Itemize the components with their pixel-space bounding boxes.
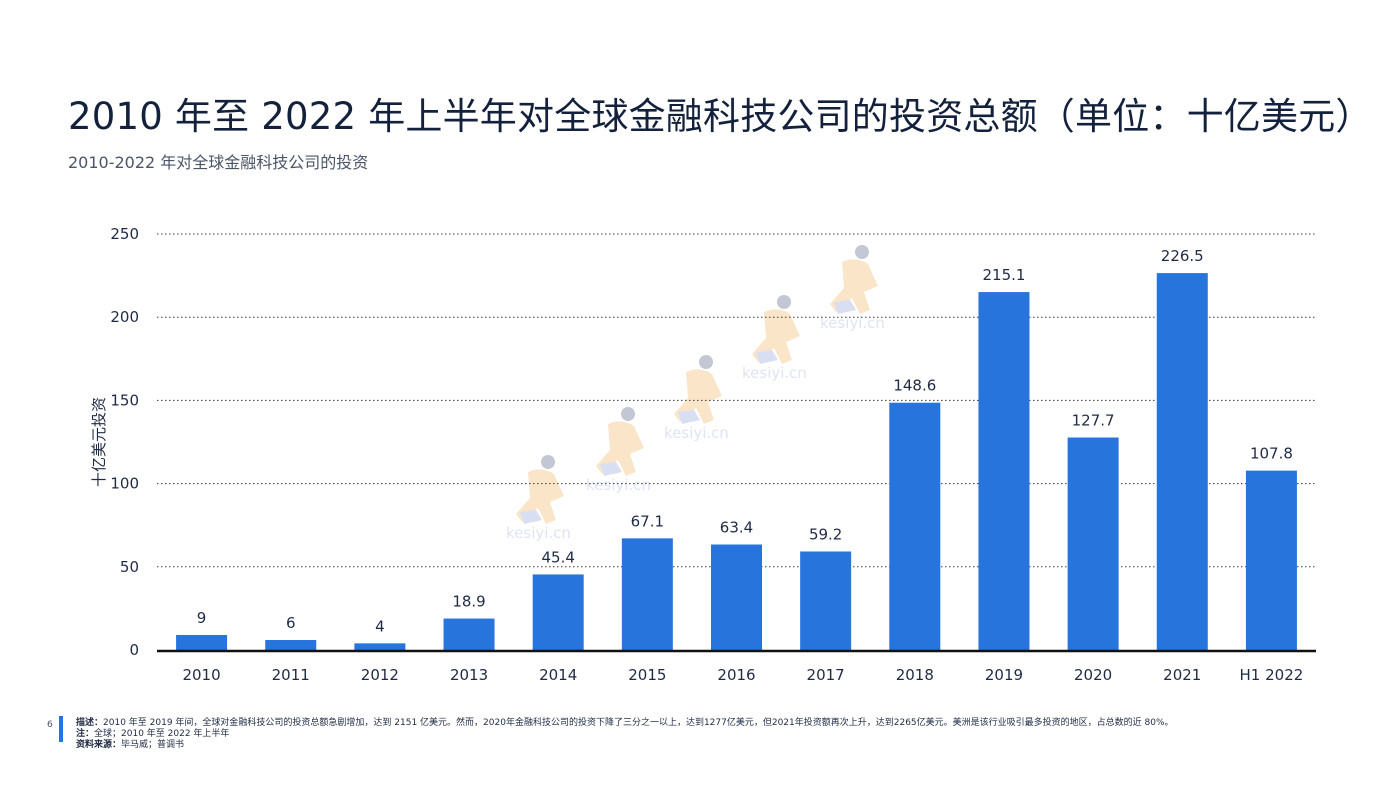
- description-label: 描述：: [76, 718, 104, 728]
- bar: [532, 574, 584, 650]
- watermark-layer: kesiyi.cn kesiyi.cn kesiyi.cn kesiyi.cn kesi…: [506, 245, 885, 542]
- y-tick-label: 0: [129, 641, 139, 659]
- x-tick-label: 2015: [628, 666, 666, 684]
- bar: [354, 643, 406, 650]
- x-tick-label: 2017: [807, 666, 845, 684]
- watermark-text: kesiyi.cn: [742, 364, 807, 382]
- y-tick-label: 250: [110, 225, 139, 243]
- y-tick-label: 150: [110, 391, 139, 409]
- page-title: 2010 年至 2022 年上半年对全球金融科技公司的投资总额（单位：十亿美元）: [68, 95, 1373, 138]
- footnote-source: 资料来源：毕马威；普调书: [76, 740, 1174, 751]
- x-tick-label: 2012: [361, 666, 399, 684]
- bar: [1245, 470, 1297, 650]
- x-tick-label: 2013: [450, 666, 488, 684]
- x-tick-label: H1 2022: [1240, 666, 1304, 684]
- footnote-accent-bar: [59, 716, 63, 742]
- watermark-mark: kesiyi.cn: [664, 355, 729, 442]
- source-label: 资料来源：: [76, 740, 122, 750]
- description-text: 2010 年至 2019 年间，全球对金融科技公司的投资总额急剧增加，达到 21…: [103, 718, 1174, 728]
- bar-value-label: 4: [375, 617, 385, 635]
- watermark-mark: kesiyi.cn: [506, 455, 571, 542]
- y-axis-ticks: 0 50 100 150 200 250: [110, 225, 139, 659]
- bar: [889, 402, 941, 650]
- x-tick-label: 2019: [985, 666, 1023, 684]
- bar: [265, 640, 317, 650]
- watermark-text: kesiyi.cn: [664, 424, 729, 442]
- page-subtitle: 2010-2022 年对全球金融科技公司的投资: [68, 153, 369, 172]
- bar-value-label: 67.1: [631, 512, 664, 530]
- grid-lines: [157, 233, 1316, 568]
- footnote-description: 描述：2010 年至 2019 年间，全球对金融科技公司的投资总额急剧增加，达到…: [76, 718, 1174, 729]
- x-tick-label: 2014: [539, 666, 577, 684]
- bar-value-label: 127.7: [1072, 412, 1115, 430]
- bar-value-label: 18.9: [452, 593, 485, 611]
- watermark-text: kesiyi.cn: [820, 314, 885, 332]
- bar: [443, 618, 495, 650]
- bar: [621, 538, 673, 650]
- bar: [800, 551, 852, 650]
- watermark-mark: kesiyi.cn: [742, 295, 807, 382]
- bar-value-label: 59.2: [809, 525, 842, 543]
- x-tick-label: 2010: [182, 666, 220, 684]
- x-axis-ticks: 2010 2011 2012 2013 2014 2015 2016 2017 2018 2019…: [182, 666, 1303, 684]
- footnote-note: 注：全球；2010 年至 2022 年上半年: [76, 729, 1174, 740]
- y-tick-label: 200: [110, 308, 139, 326]
- bar: [711, 544, 762, 650]
- page-number: 6: [47, 720, 53, 730]
- watermark-text: kesiyi.cn: [586, 476, 651, 494]
- x-tick-label: 2018: [896, 666, 934, 684]
- bar: [1067, 437, 1119, 650]
- y-tick-label: 50: [120, 558, 139, 576]
- bar-value-label: 9: [197, 609, 207, 627]
- bar-value-label: 63.4: [720, 519, 753, 537]
- x-tick-label: 2011: [272, 666, 310, 684]
- bar: [1156, 273, 1208, 650]
- watermark-mark: kesiyi.cn: [586, 407, 651, 494]
- bar-value-label: 107.8: [1250, 445, 1293, 463]
- bar-value-label: 215.1: [982, 266, 1025, 284]
- note-text: 全球；2010 年至 2022 年上半年: [94, 729, 230, 739]
- bars: 9 6 4 18.9 45.4 67.1 63.4 59.2 148.6 215.1 127.7 22…: [176, 247, 1297, 650]
- bar: [176, 635, 228, 650]
- y-axis-label: 十亿美元投资: [90, 397, 108, 487]
- source-text: 毕马威；普调书: [121, 740, 185, 750]
- note-label: 注：: [76, 729, 95, 739]
- y-tick-label: 100: [110, 475, 139, 493]
- x-tick-label: 2020: [1074, 666, 1112, 684]
- x-tick-label: 2016: [717, 666, 755, 684]
- watermark-mark: kesiyi.cn: [820, 245, 885, 332]
- footnote: 描述：2010 年至 2019 年间，全球对金融科技公司的投资总额急剧增加，达到…: [76, 718, 1174, 751]
- bar-value-label: 6: [286, 614, 296, 632]
- x-tick-label: 2021: [1163, 666, 1201, 684]
- watermark-text: kesiyi.cn: [506, 524, 571, 542]
- bar-value-label: 226.5: [1161, 247, 1204, 265]
- bar-value-label: 45.4: [541, 548, 574, 566]
- bar: [978, 292, 1030, 650]
- bar-value-label: 148.6: [893, 377, 936, 395]
